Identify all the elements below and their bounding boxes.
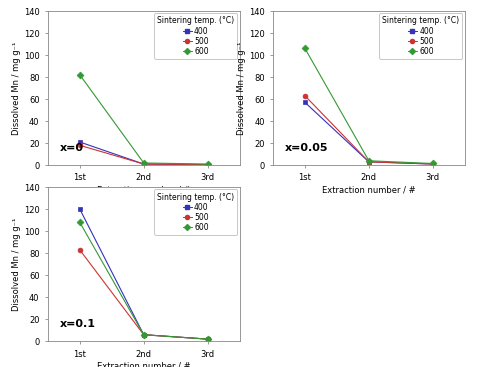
- Legend: 400, 500, 600: 400, 500, 600: [154, 13, 237, 59]
- Text: x=0.05: x=0.05: [285, 143, 328, 153]
- Legend: 400, 500, 600: 400, 500, 600: [154, 189, 237, 235]
- Y-axis label: Dissolved Mn / mg g⁻¹: Dissolved Mn / mg g⁻¹: [237, 41, 246, 135]
- X-axis label: Extraction number / #: Extraction number / #: [322, 185, 416, 194]
- Text: x=0.1: x=0.1: [59, 319, 95, 329]
- X-axis label: Extraction number / #: Extraction number / #: [97, 361, 191, 367]
- X-axis label: Extraction number / #: Extraction number / #: [97, 185, 191, 194]
- Y-axis label: Dissolved Mn / mg g⁻¹: Dissolved Mn / mg g⁻¹: [12, 41, 21, 135]
- Text: x=0: x=0: [59, 143, 83, 153]
- Y-axis label: Dissolved Mn / mg g⁻¹: Dissolved Mn / mg g⁻¹: [12, 218, 21, 311]
- Legend: 400, 500, 600: 400, 500, 600: [379, 13, 462, 59]
